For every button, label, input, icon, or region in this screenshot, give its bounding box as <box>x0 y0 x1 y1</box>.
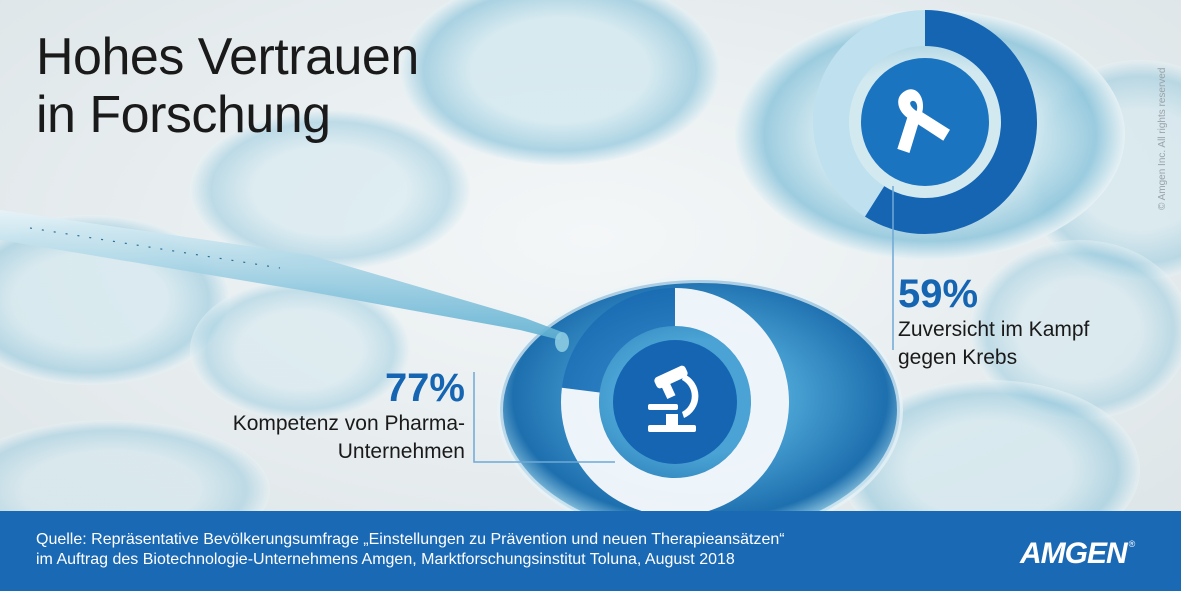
copyright-text: © Amgen Inc. All rights reserved <box>1157 67 1168 210</box>
source-note: Quelle: Repräsentative Bevölkerungsumfra… <box>36 530 785 570</box>
stat-value: 77% <box>384 366 465 410</box>
copyright-notice: © Amgen Inc. All rights reserved <box>1157 68 1171 224</box>
title-line-1: Hohes Vertrauen <box>36 28 419 86</box>
logo-registered-mark: ® <box>1128 539 1136 549</box>
stat-cancer: 59% Zuversicht im Kampf gegen Krebs <box>898 272 1089 372</box>
microscope-icon <box>648 365 699 432</box>
stat-label-line-1: Kompetenz von Pharma- <box>232 412 465 435</box>
page-title: Hohes Vertrauen in Forschung <box>36 28 419 144</box>
footer-bar <box>0 511 1181 591</box>
amgen-logo: AMGEN ® <box>1020 537 1136 571</box>
donut-value-arc <box>865 10 1037 234</box>
leader-line-pharma <box>473 372 615 463</box>
donut-chart-pharma <box>561 288 789 516</box>
donut-value-arc <box>561 288 789 516</box>
title-line-2: in Forschung <box>36 86 331 144</box>
stat-label-line-1: Zuversicht im Kampf <box>898 318 1090 341</box>
cancer-ribbon-icon <box>897 89 950 154</box>
stat-label-line-2: gegen Krebs <box>898 346 1018 369</box>
donut-center <box>613 340 737 464</box>
pipette <box>0 210 569 352</box>
stat-label-line-2: Unternehmen <box>337 440 465 463</box>
logo-text: AMGEN <box>1020 537 1128 570</box>
source-line-1: Quelle: Repräsentative Bevölkerungsumfra… <box>36 531 785 548</box>
source-line-2: im Auftrag des Biotechnologie-Unternehme… <box>36 551 735 568</box>
stat-value: 59% <box>898 272 979 316</box>
stat-pharma: 77% Kompetenz von Pharma- Unternehmen <box>233 366 465 466</box>
donut-chart-cancer <box>813 10 1037 234</box>
